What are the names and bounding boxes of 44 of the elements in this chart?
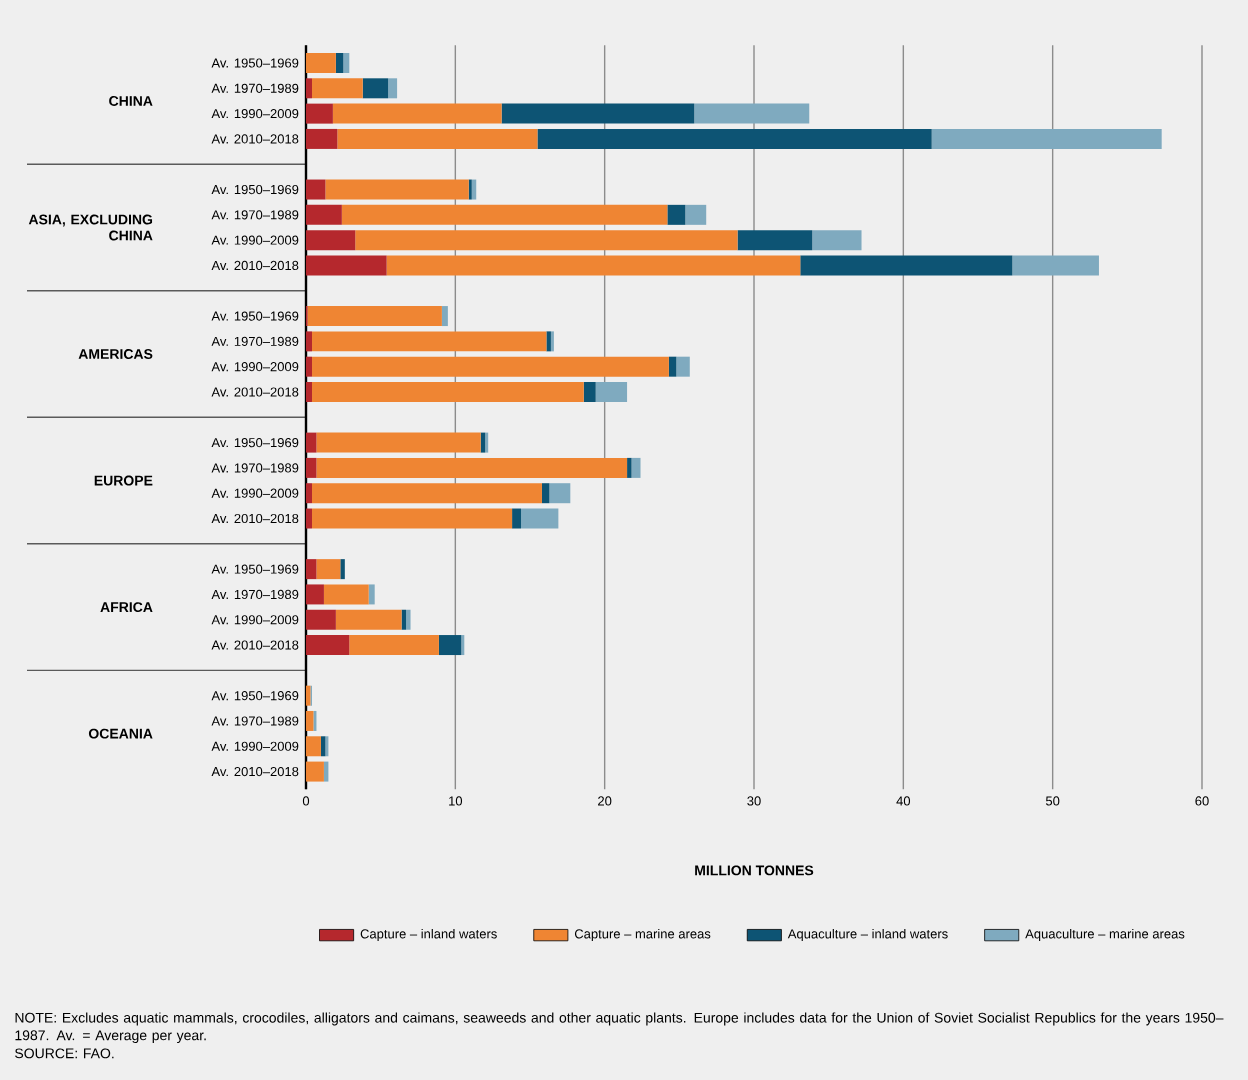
legend-label: Aquaculture – inland waters <box>787 928 948 942</box>
y-tick-label: Av. 1990–2009 <box>211 362 299 372</box>
legend-label: Capture – inland waters <box>360 928 497 942</box>
x-axis-title: MILLION TONNES <box>695 865 814 876</box>
y-tick-label: Av. 1970–1989 <box>211 210 299 220</box>
x-tick-label: 40 <box>896 796 911 806</box>
y-tick-label: Av. 1970–1989 <box>211 463 299 473</box>
source-note: SOURCE: FAO. <box>15 1048 114 1059</box>
text: EUROPE <box>94 475 153 486</box>
text: AFRICA <box>100 602 153 613</box>
y-tick-label: Av. 1970–1989 <box>211 336 299 346</box>
y-tick-label: Av. 2010–2018 <box>211 513 299 524</box>
y-tick-label: Av. 1990–2009 <box>211 109 299 119</box>
x-tick-label: 50 <box>1045 796 1060 806</box>
y-tick-label: Av. 2010–2018 <box>211 387 299 397</box>
y-tick-label: Av. 1990–2009 <box>211 488 299 498</box>
y-tick-label: Av. 1970–1989 <box>211 716 299 726</box>
y-tick-label: Av. 1950–1969 <box>211 438 299 448</box>
text: NOTE: Excludes aquatic mammals, crocodiles, alligators and caimans, seaweeds and other aquatic plants. Europe includes data for the Union of Soviet Socialist Republics for the years 1950–1987. Av. = Average per year. <box>15 1012 1224 1044</box>
x-tick-label: 0 <box>302 796 310 806</box>
y-tick-label: Av. 2010–2018 <box>211 640 299 650</box>
y-tick-label: Av. 1970–1989 <box>211 83 299 93</box>
legend-label: Aquaculture – marine areas <box>1025 928 1185 942</box>
text: ASIA, EXCLUDING CHINA <box>28 214 153 241</box>
x-tick-label: 20 <box>598 796 612 806</box>
y-tick-label: Av. 2010–2018 <box>211 766 299 777</box>
x-tick-label: 10 <box>449 796 463 806</box>
y-tick-label: Av. 1990–2009 <box>211 741 299 751</box>
text: OCEANIA <box>88 728 153 739</box>
text: AMERICAS <box>78 349 153 359</box>
y-tick-label: Av. 1990–2009 <box>211 615 299 625</box>
y-tick-label: Av. 1950–1969 <box>211 311 299 321</box>
y-tick-label: Av. 2010–2018 <box>211 260 299 271</box>
legend-label: Capture – marine areas <box>574 928 711 942</box>
y-tick-label: Av. 1970–1989 <box>211 589 299 600</box>
y-tick-label: Av. 2010–2018 <box>211 134 299 144</box>
x-tick-label: 60 <box>1195 796 1209 806</box>
x-tick-label: 30 <box>747 796 761 806</box>
y-tick-label: Av. 1950–1969 <box>211 58 299 68</box>
y-tick-label: Av. 1990–2009 <box>211 235 299 245</box>
y-tick-label: Av. 1950–1969 <box>211 184 299 195</box>
y-tick-label: Av. 1950–1969 <box>211 691 299 701</box>
y-tick-label: Av. 1950–1969 <box>211 564 299 574</box>
text: CHINA <box>109 96 153 106</box>
